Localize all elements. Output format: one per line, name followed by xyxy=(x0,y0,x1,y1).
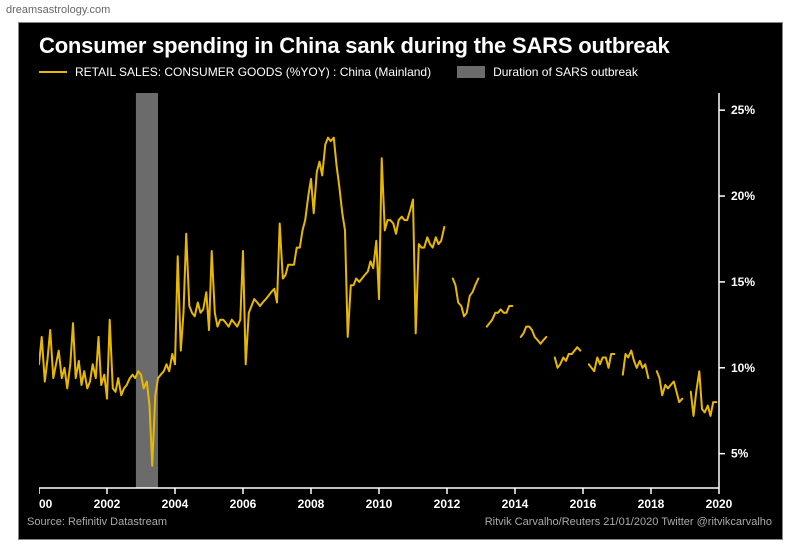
legend-item-series: RETAIL SALES: CONSUMER GOODS (%YOY) : Ch… xyxy=(39,65,431,79)
x-tick-label: 2008 xyxy=(298,497,325,511)
legend-swatch-line xyxy=(39,71,67,73)
series-line xyxy=(39,138,444,466)
series-line xyxy=(589,354,615,371)
series-line xyxy=(691,371,717,416)
series-line xyxy=(521,327,547,344)
chart-title: Consumer spending in China sank during t… xyxy=(39,33,670,59)
legend-item-band: Duration of SARS outbreak xyxy=(457,65,638,79)
x-tick-label: 2014 xyxy=(502,497,529,511)
legend-band-label: Duration of SARS outbreak xyxy=(493,65,638,79)
legend-swatch-band xyxy=(457,66,485,78)
x-tick-label: 2018 xyxy=(638,497,665,511)
y-tick-label: 15% xyxy=(731,275,755,289)
x-tick-label: 2016 xyxy=(570,497,597,511)
chart-credit: Ritvik Carvalho/Reuters 21/01/2020 Twitt… xyxy=(485,516,772,528)
x-tick-label: 2020 xyxy=(706,497,733,511)
series-line xyxy=(555,347,581,368)
x-tick-label: 2004 xyxy=(162,497,189,511)
x-tick-label: 2006 xyxy=(230,497,257,511)
chart-source: Source: Refinitiv Datastream xyxy=(27,516,167,528)
y-tick-label: 10% xyxy=(731,361,755,375)
y-tick-label: 20% xyxy=(731,189,755,203)
series-line xyxy=(453,279,479,317)
y-tick-label: 5% xyxy=(731,447,749,461)
x-tick-label: 2000 xyxy=(39,497,53,511)
x-tick-label: 2002 xyxy=(94,497,121,511)
y-tick-label: 25% xyxy=(731,103,755,117)
x-tick-label: 2010 xyxy=(366,497,393,511)
x-tick-label: 2012 xyxy=(434,497,461,511)
chart-legend: RETAIL SALES: CONSUMER GOODS (%YOY) : Ch… xyxy=(39,65,638,79)
chart-frame: Consumer spending in China sank during t… xyxy=(18,22,783,540)
plot-area: 2000200220042006200820102012201420162018… xyxy=(39,93,764,488)
page-outer: dreamsastrology.com Consumer spending in… xyxy=(0,0,803,558)
series-line xyxy=(487,306,513,327)
series-line xyxy=(623,351,649,379)
legend-series-label: RETAIL SALES: CONSUMER GOODS (%YOY) : Ch… xyxy=(75,65,431,79)
series-line xyxy=(657,371,683,402)
watermark-text: dreamsastrology.com xyxy=(6,4,110,16)
